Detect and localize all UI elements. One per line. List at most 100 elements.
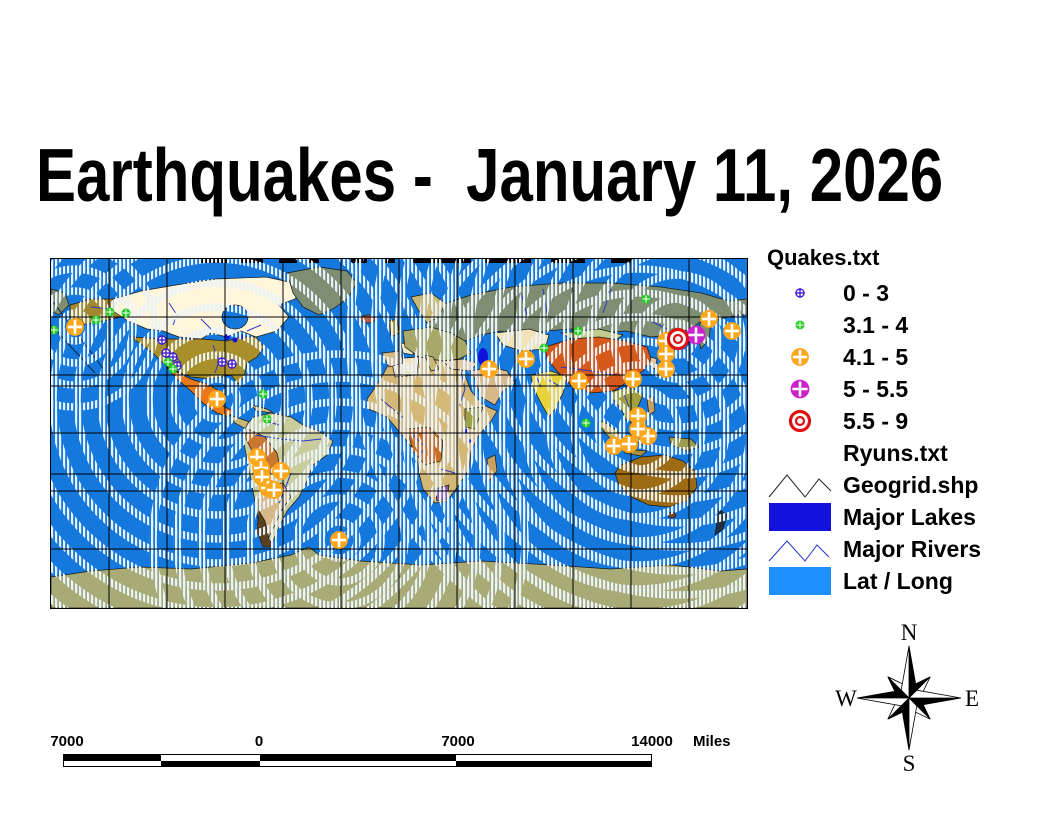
quake-markers-layer	[51, 294, 741, 549]
legend-label: 0 - 3	[843, 279, 890, 306]
scale-label-14000: 14000	[631, 733, 673, 750]
legend-label: 5.5 - 9	[843, 407, 909, 434]
quake-marker	[686, 325, 706, 345]
quake-marker	[51, 325, 59, 335]
quake-marker	[163, 357, 173, 367]
seismic-ring	[474, 265, 747, 593]
seismic-ring	[450, 259, 747, 608]
quake-marker	[157, 335, 167, 345]
quake-marker	[330, 531, 348, 549]
quake-marker	[788, 409, 812, 433]
quake-symbol-5-5.5-icon	[790, 379, 810, 399]
quake-marker	[641, 294, 651, 304]
quake-marker	[539, 343, 549, 353]
quake-marker	[573, 326, 583, 336]
legend-label: Ryuns.txt	[843, 439, 948, 466]
legend-item-mag-3-4: 3.1 - 4	[765, 309, 1056, 341]
seismic-ring	[51, 259, 385, 567]
seismic-ring	[245, 446, 433, 608]
scale-label-7000-left: 7000	[50, 733, 84, 750]
seismic-ring	[73, 259, 361, 543]
quake-marker	[791, 348, 809, 366]
quake-marker	[105, 307, 115, 317]
quake-marker	[480, 360, 498, 378]
seismic-ring	[514, 259, 747, 503]
quake-marker	[262, 414, 272, 424]
greenland	[286, 266, 358, 316]
seismic-ring	[293, 494, 385, 586]
legend-label: Geogrid.shp	[843, 471, 979, 498]
seismic-ring	[426, 259, 747, 608]
seismic-ring	[51, 287, 115, 367]
quake-marker	[91, 315, 101, 325]
legend-item-major-lakes: Major Lakes	[765, 501, 1056, 533]
quake-marker	[208, 390, 226, 408]
seismic-ring	[317, 518, 361, 562]
quake-marker	[66, 318, 84, 336]
seismic-ring	[57, 309, 93, 345]
quake-marker	[790, 379, 810, 399]
compass-rose-icon: N E S W	[835, 620, 979, 776]
compass-north-label: N	[901, 620, 918, 645]
seismic-ring	[402, 259, 497, 608]
quake-marker	[700, 310, 718, 328]
quake-marker	[795, 320, 805, 330]
quake-marker	[265, 481, 283, 499]
seismic-ring	[51, 265, 137, 389]
world-map-canvas[interactable]	[51, 259, 747, 608]
seismic-ring	[498, 289, 747, 569]
quake-marker	[217, 357, 227, 367]
seismic-ring	[197, 398, 481, 608]
seismic-ring	[346, 259, 498, 608]
legend-item-mag-0-3: 0 - 3	[765, 277, 1056, 309]
seismic-ring	[51, 259, 481, 608]
quake-marker	[657, 345, 675, 363]
quake-marker	[168, 364, 178, 374]
legend-item-mag-4-5: 4.1 - 5	[765, 341, 1056, 373]
legend-item-mag-5-55: 5 - 5.5	[765, 373, 1056, 405]
compass-rose: N E S W	[831, 620, 987, 781]
scale-bar-graphic	[63, 754, 652, 767]
legend-header-quakes: Quakes.txt	[767, 245, 880, 270]
graticule-layer	[51, 259, 747, 608]
quake-marker	[121, 308, 131, 318]
quake-marker	[723, 322, 741, 340]
seismic-ring	[570, 361, 706, 497]
quake-symbol-0-3-icon	[795, 288, 805, 298]
quake-marker	[629, 420, 647, 438]
quake-marker	[620, 435, 638, 453]
seismic-ring	[370, 259, 545, 608]
compass-south-label: S	[903, 751, 916, 776]
compass-west-label: W	[835, 686, 857, 711]
legend-label: 4.1 - 5	[843, 343, 909, 370]
scale-label-0: 0	[254, 733, 264, 750]
legend-label: Major Lakes	[843, 503, 976, 530]
quake-marker	[517, 350, 535, 368]
quake-symbol-4.1-5-icon	[791, 348, 809, 366]
legend-item-geogrid: Geogrid.shp	[765, 469, 1056, 501]
quake-marker	[657, 360, 675, 378]
legend-item-mag-55-9: 5.5 - 9	[765, 405, 1056, 437]
lat-long-swatch	[769, 567, 831, 595]
legend-label: Lat / Long	[843, 567, 953, 594]
major-lakes-swatch	[769, 503, 831, 531]
legend-label: 5 - 5.5	[843, 375, 909, 402]
scale-bar: 7000 0 7000 14000 Miles	[45, 733, 755, 775]
scale-bar-top-row	[64, 755, 651, 761]
quake-marker	[666, 327, 690, 351]
quake-marker	[795, 288, 805, 298]
quake-marker	[161, 348, 171, 358]
quake-marker	[272, 462, 290, 480]
seismic-ring	[490, 259, 747, 527]
quake-marker	[624, 370, 642, 388]
scale-label-7000-right: 7000	[441, 733, 475, 750]
scale-bar-bottom-row	[64, 760, 651, 766]
legend-label: Major Rivers	[843, 535, 982, 562]
legend-item-ryuns: Ryuns.txt	[765, 437, 1056, 469]
quake-marker	[227, 359, 237, 369]
quake-marker	[605, 437, 623, 455]
quake-marker	[570, 372, 588, 390]
compass-east-label: E	[965, 686, 979, 711]
seismic-ring	[173, 374, 505, 608]
